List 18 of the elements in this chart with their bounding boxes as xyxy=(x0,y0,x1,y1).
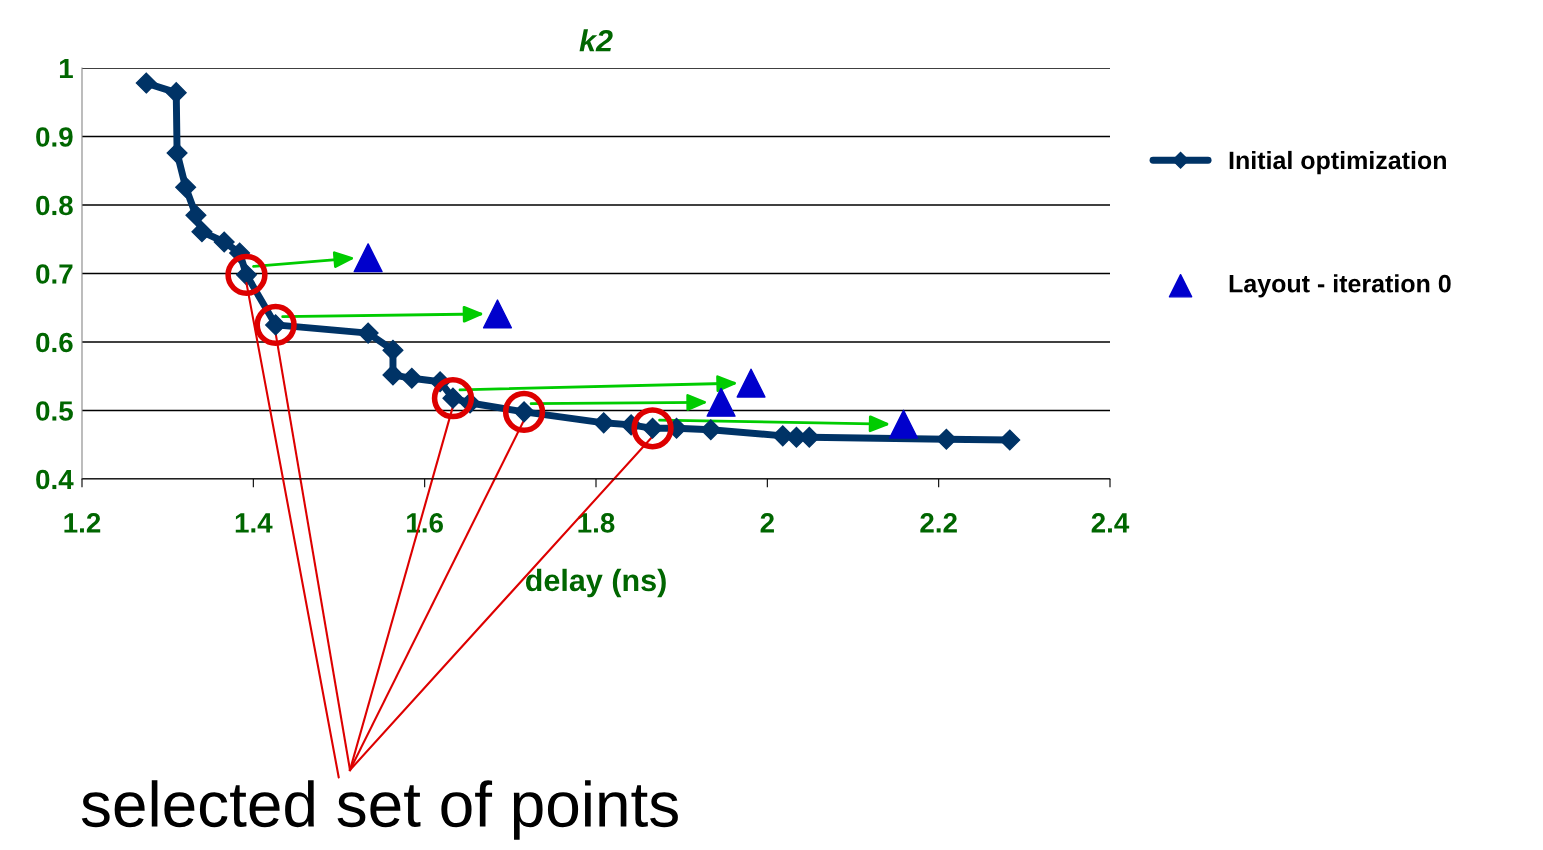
x-tick-label: 2.4 xyxy=(1091,513,1130,533)
y-tick-label: 0.8 xyxy=(36,195,73,216)
x-axis-title: delay (ns) xyxy=(525,568,666,598)
x-tick-label: 2 xyxy=(760,513,774,533)
legend-label: Layout - iteration 0 xyxy=(1229,274,1451,298)
x-tick-label: 1.8 xyxy=(578,513,615,533)
annotation: selected set of points xyxy=(81,780,678,840)
chart-title: k2 xyxy=(579,29,613,52)
y-tick-label: 0.9 xyxy=(36,127,73,147)
y-tick-label: 0.6 xyxy=(36,332,73,353)
y-tick-label: 0.7 xyxy=(36,264,73,284)
x-tick-label: 1.4 xyxy=(235,513,273,533)
x-tick-label: 1.2 xyxy=(64,513,101,533)
y-tick-label: 0.4 xyxy=(36,469,74,490)
x-tick-label: 2.2 xyxy=(920,513,957,533)
y-tick-label: 0.5 xyxy=(36,401,73,421)
legend-label: Initial optimization xyxy=(1229,150,1446,175)
y-tick-label: 1 xyxy=(59,58,73,79)
